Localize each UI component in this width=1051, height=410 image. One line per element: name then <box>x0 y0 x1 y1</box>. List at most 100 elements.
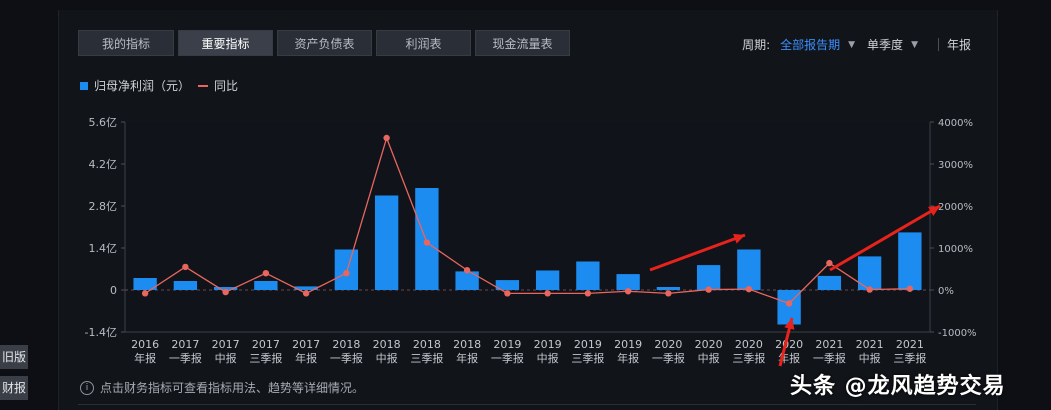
x-tick-year: 2020 <box>775 338 803 351</box>
chevron-down-icon[interactable]: ▼ <box>848 39 856 50</box>
yoy-point <box>584 290 592 297</box>
plot-area <box>125 122 930 332</box>
yoy-point <box>423 239 431 246</box>
tab-key-indicators[interactable]: 重要指标 <box>178 30 273 56</box>
bar <box>374 195 399 290</box>
financial-report-button[interactable]: 财报 <box>0 376 28 400</box>
yoy-point <box>826 259 833 267</box>
x-tick-year: 2020 <box>735 338 763 351</box>
bar <box>133 278 157 290</box>
bar <box>898 232 922 290</box>
single-quarter-option[interactable]: 单季度 <box>867 38 904 52</box>
yoy-point <box>866 286 873 293</box>
legend-line-label[interactable]: 同比 <box>214 79 239 93</box>
divider <box>78 404 976 405</box>
tab-bar: 我的指标 重要指标 资产负债表 利润表 现金流量表 <box>78 30 570 56</box>
tab-income-statement[interactable]: 利润表 <box>376 30 471 56</box>
x-tick-year: 2019 <box>493 338 521 351</box>
bar <box>656 287 681 290</box>
bar <box>294 286 318 290</box>
y-left-tick-label: 5.6亿 <box>89 116 118 129</box>
x-tick-period: 中报 <box>698 351 720 365</box>
bar <box>495 280 520 290</box>
x-tick-year: 2021 <box>815 338 843 351</box>
y-right-tick-label: -1000% <box>938 328 977 339</box>
x-tick-period: 中报 <box>859 351 881 365</box>
x-tick-year: 2021 <box>856 338 884 351</box>
yoy-point <box>785 300 793 307</box>
bar <box>777 290 801 325</box>
period-selector: 周期: 全部报告期 ▼ 单季度 ▼ 年报 <box>742 36 971 53</box>
bar <box>334 249 359 290</box>
yoy-point <box>182 263 189 271</box>
x-tick-year: 2018 <box>453 338 481 351</box>
period-dropdown[interactable]: 全部报告期 <box>780 38 841 52</box>
old-version-button[interactable]: 旧版 <box>0 345 28 369</box>
legend-bar-label[interactable]: 归母净利润（元） <box>94 79 191 93</box>
tab-balance-sheet[interactable]: 资产负债表 <box>277 30 372 56</box>
x-tick-year: 2020 <box>695 338 723 351</box>
chevron-down-icon[interactable]: ▼ <box>911 39 918 50</box>
annotation-arrowhead <box>784 318 795 330</box>
y-left-tick-label: 2.8亿 <box>89 200 118 213</box>
yoy-point <box>222 288 229 296</box>
x-tick-period: 一季报 <box>491 351 524 365</box>
yoy-point <box>141 290 149 297</box>
tab-my-indicators[interactable]: 我的指标 <box>78 30 174 56</box>
bar <box>857 256 882 290</box>
y-right-tick-label: 1000% <box>938 244 973 255</box>
divider <box>937 38 939 51</box>
bar <box>616 274 640 290</box>
bar-legend-swatch <box>80 81 88 90</box>
hint-text: 点击财务指标可查看指标用法、趋势等详细情况。 <box>100 381 365 395</box>
bar <box>213 287 238 290</box>
x-tick-period: 一季报 <box>652 351 685 365</box>
yoy-point <box>463 267 471 274</box>
annotation-arrow <box>649 233 746 272</box>
y-left-tick-label: -1.4亿 <box>85 326 117 339</box>
yoy-point <box>906 285 914 292</box>
y-right-tick-label: 0% <box>938 286 954 297</box>
x-tick-period: 年报 <box>295 351 317 365</box>
x-tick-year: 2019 <box>534 338 562 351</box>
x-tick-period: 年报 <box>456 351 478 365</box>
yoy-line <box>144 135 910 305</box>
x-tick-period: 三季报 <box>410 351 443 365</box>
bar <box>817 275 842 290</box>
x-tick-year: 2018 <box>332 338 360 351</box>
x-tick-period: 一季报 <box>813 351 846 365</box>
x-tick-year: 2017 <box>171 338 199 351</box>
y-right-tick-label: 4000% <box>938 118 973 129</box>
x-tick-year: 2017 <box>212 338 240 351</box>
x-tick-period: 三季报 <box>893 351 926 365</box>
x-tick-period: 年报 <box>617 351 639 365</box>
y-left-tick-label: 4.2亿 <box>89 158 118 171</box>
bar <box>696 265 721 290</box>
annual-report-option[interactable]: 年报 <box>946 38 971 52</box>
yoy-point <box>262 270 270 277</box>
y-left-tick-label: 0 <box>110 284 117 297</box>
x-tick-period: 中报 <box>376 351 398 365</box>
x-tick-period: 一季报 <box>330 351 363 365</box>
bar <box>254 281 278 290</box>
yoy-point <box>544 290 551 297</box>
chart-legend: 归母净利润（元） 同比 <box>80 77 238 94</box>
x-tick-year: 2017 <box>292 338 320 351</box>
y-right-tick-label: 2000% <box>938 202 973 213</box>
annotation-arrowhead <box>733 233 745 244</box>
bar <box>576 261 600 290</box>
x-tick-period: 三季报 <box>732 351 765 365</box>
x-tick-period: 中报 <box>215 351 237 365</box>
yoy-point <box>745 285 753 293</box>
y-left-tick-label: 1.4亿 <box>89 242 118 255</box>
info-icon: i <box>80 380 94 395</box>
watermark: 头条 @龙风趋势交易 <box>790 374 1006 399</box>
yoy-point <box>624 288 632 295</box>
bar <box>535 270 560 290</box>
tab-cash-flow[interactable]: 现金流量表 <box>475 30 570 56</box>
bar <box>455 271 479 290</box>
x-tick-period: 三季报 <box>249 351 282 365</box>
yoy-point <box>383 134 390 142</box>
x-tick-year: 2018 <box>373 338 401 351</box>
